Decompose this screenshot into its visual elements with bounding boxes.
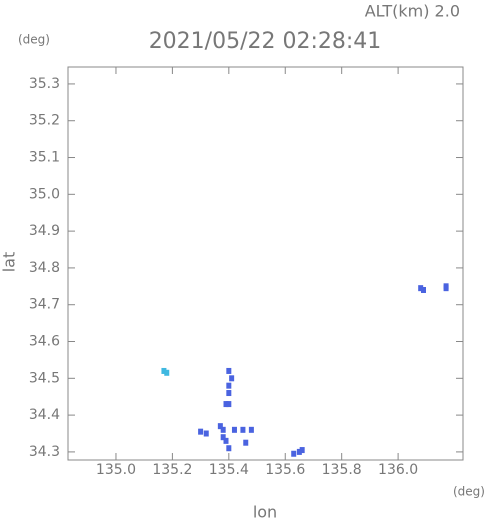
x-unit: (deg) (453, 485, 485, 499)
y-tick-label: 34.9 (29, 223, 60, 239)
y-tick-label: 35.0 (29, 186, 60, 202)
y-axis-label: lat (0, 252, 19, 273)
point (229, 375, 235, 382)
point (226, 445, 232, 452)
point (240, 426, 246, 433)
point (291, 450, 297, 457)
point (220, 426, 226, 433)
x-tick-label: 135.8 (322, 462, 362, 478)
point (226, 382, 232, 389)
point (226, 401, 232, 408)
point (418, 285, 424, 292)
y-tick-label: 34.7 (29, 297, 60, 313)
x-tick-label: 136.0 (378, 462, 418, 478)
y-tick-label: 34.4 (29, 407, 60, 423)
point (226, 390, 232, 397)
point (217, 423, 223, 430)
y-tick-label: 34.5 (29, 370, 60, 386)
point (299, 447, 305, 454)
point (223, 401, 229, 408)
y-tick-label: 35.2 (29, 113, 60, 129)
y-tick-label: 34.6 (29, 334, 60, 350)
x-tick-label: 135.2 (152, 462, 192, 478)
point (203, 430, 209, 437)
point (223, 437, 229, 444)
point (220, 434, 226, 441)
y-tick-label: 34.3 (29, 444, 60, 460)
y-tick-label: 35.3 (29, 76, 60, 92)
y-tick-label: 35.1 (29, 150, 60, 166)
point (248, 426, 254, 433)
x-axis-label: lon (253, 503, 277, 521)
x-tick-label: 135.6 (265, 462, 305, 478)
point (226, 367, 232, 374)
subtitle: ALT(km) 2.0 (365, 2, 460, 21)
point (421, 286, 426, 293)
point (296, 448, 302, 455)
point (164, 369, 170, 376)
point (231, 426, 237, 433)
chart-title: 2021/05/22 02:28:41 (149, 29, 382, 54)
x-tick-label: 135.4 (209, 462, 249, 478)
y-tick-label: 34.8 (29, 260, 60, 276)
plot-frame (67, 66, 464, 461)
point (198, 428, 204, 435)
point (161, 367, 167, 374)
point (243, 439, 249, 446)
y-unit: (deg) (18, 33, 50, 47)
x-tick-label: 135.0 (96, 462, 136, 478)
point (443, 285, 449, 292)
